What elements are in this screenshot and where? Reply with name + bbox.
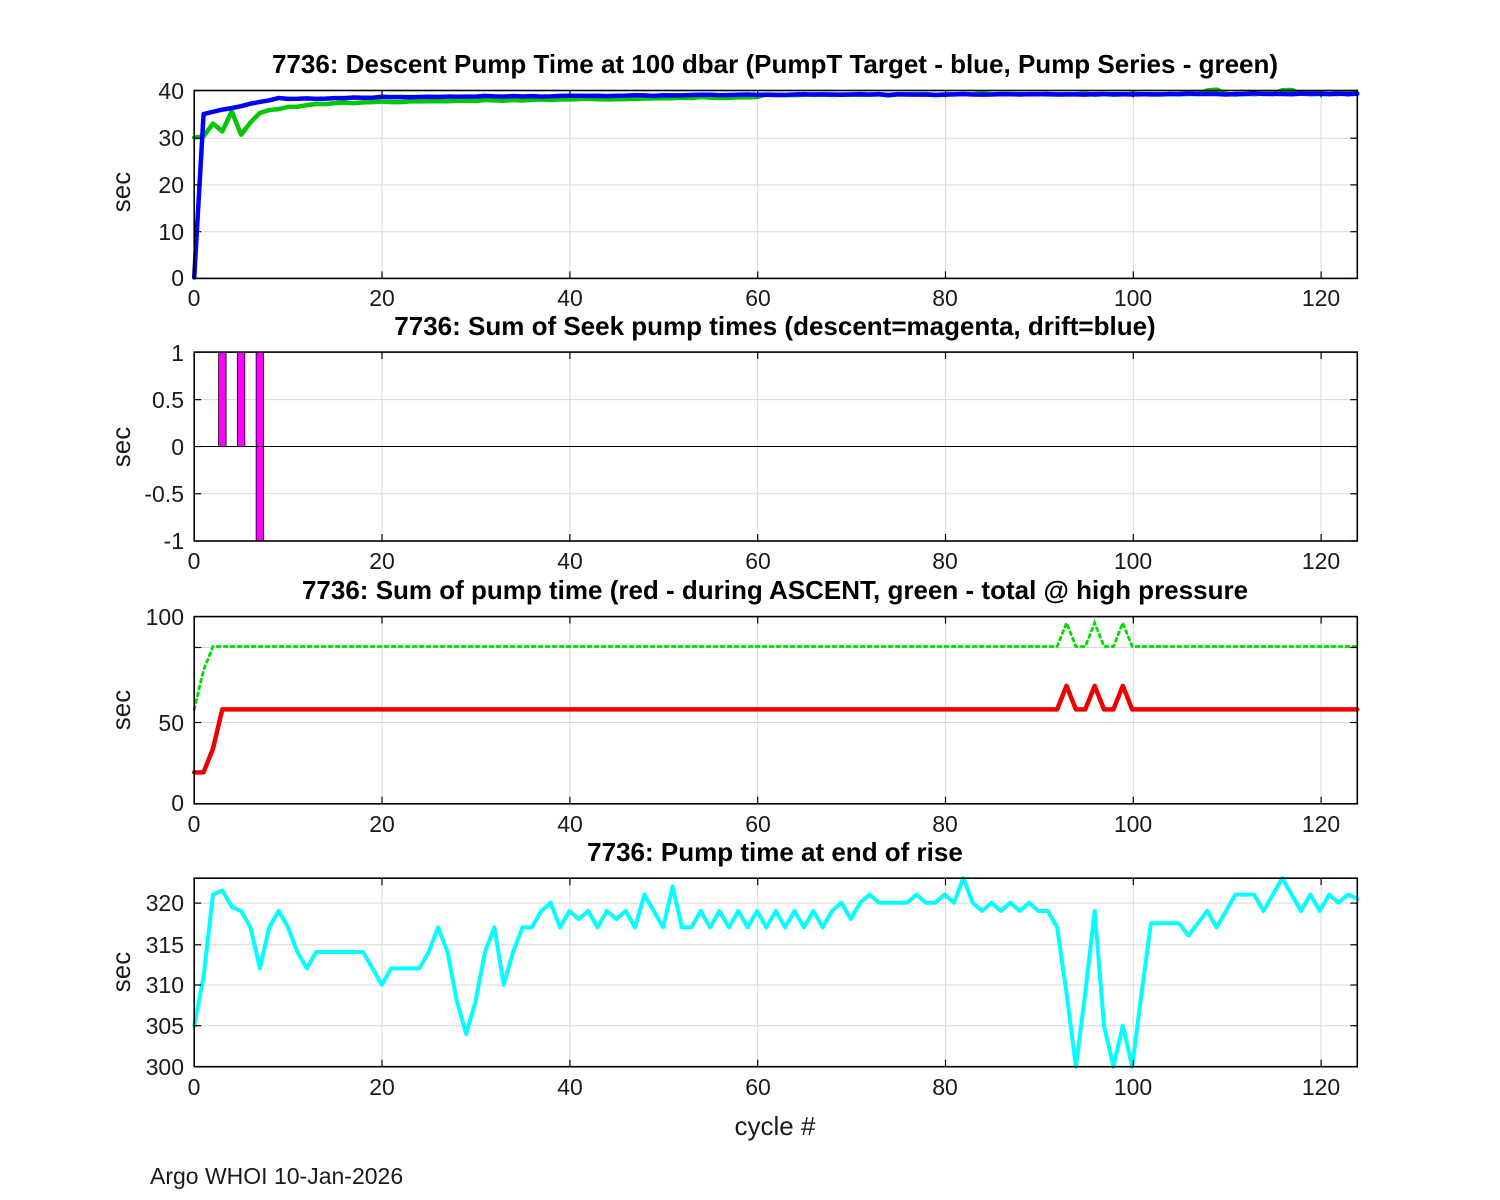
svg-text:sec: sec — [106, 427, 136, 467]
svg-text:120: 120 — [1302, 1074, 1340, 1100]
svg-text:20: 20 — [369, 1074, 395, 1100]
svg-text:20: 20 — [158, 172, 184, 198]
svg-text:120: 120 — [1302, 811, 1340, 837]
svg-text:80: 80 — [932, 548, 958, 574]
svg-text:120: 120 — [1302, 548, 1340, 574]
svg-text:60: 60 — [745, 548, 771, 574]
svg-text:sec: sec — [106, 952, 136, 992]
svg-text:0: 0 — [171, 265, 184, 291]
svg-text:7736: Descent Pump Time at 100: 7736: Descent Pump Time at 100 dbar (Pum… — [272, 49, 1278, 79]
svg-text:20: 20 — [369, 285, 395, 311]
svg-text:310: 310 — [146, 972, 184, 998]
svg-text:0: 0 — [188, 1074, 201, 1100]
svg-text:40: 40 — [557, 285, 583, 311]
svg-text:7736: Sum of Seek pump times (: 7736: Sum of Seek pump times (descent=ma… — [394, 311, 1155, 341]
svg-text:1: 1 — [171, 340, 184, 366]
svg-text:60: 60 — [745, 811, 771, 837]
svg-text:20: 20 — [369, 548, 395, 574]
svg-text:7736: Sum of pump time (red -: 7736: Sum of pump time (red - during ASC… — [302, 575, 1248, 605]
svg-text:100: 100 — [1114, 285, 1152, 311]
svg-text:0: 0 — [188, 548, 201, 574]
svg-text:0: 0 — [171, 434, 184, 460]
svg-text:0: 0 — [188, 285, 201, 311]
svg-text:sec: sec — [106, 172, 136, 212]
svg-text:-0.5: -0.5 — [144, 481, 184, 507]
svg-text:40: 40 — [557, 548, 583, 574]
svg-text:Argo WHOI 10-Jan-2026: Argo WHOI 10-Jan-2026 — [150, 1163, 403, 1189]
svg-text:sec: sec — [106, 690, 136, 730]
svg-text:315: 315 — [146, 932, 184, 958]
svg-text:-1: -1 — [164, 528, 184, 554]
svg-text:100: 100 — [1114, 548, 1152, 574]
svg-text:40: 40 — [557, 1074, 583, 1100]
svg-text:0: 0 — [171, 790, 184, 816]
svg-text:100: 100 — [1114, 1074, 1152, 1100]
svg-text:100: 100 — [146, 604, 184, 630]
svg-text:30: 30 — [158, 125, 184, 151]
svg-text:7736: Pump time at end of rise: 7736: Pump time at end of rise — [587, 837, 963, 867]
svg-text:50: 50 — [158, 710, 184, 736]
svg-text:80: 80 — [932, 1074, 958, 1100]
svg-text:305: 305 — [146, 1013, 184, 1039]
svg-text:10: 10 — [158, 219, 184, 245]
svg-text:cycle #: cycle # — [735, 1111, 816, 1141]
svg-text:40: 40 — [158, 78, 184, 104]
svg-text:0: 0 — [188, 811, 201, 837]
svg-text:100: 100 — [1114, 811, 1152, 837]
svg-text:60: 60 — [745, 285, 771, 311]
svg-text:0.5: 0.5 — [152, 387, 184, 413]
svg-text:120: 120 — [1302, 285, 1340, 311]
svg-text:80: 80 — [932, 811, 958, 837]
svg-text:20: 20 — [369, 811, 395, 837]
svg-text:320: 320 — [146, 890, 184, 916]
svg-text:40: 40 — [557, 811, 583, 837]
svg-text:300: 300 — [146, 1054, 184, 1080]
svg-text:80: 80 — [932, 285, 958, 311]
svg-text:60: 60 — [745, 1074, 771, 1100]
